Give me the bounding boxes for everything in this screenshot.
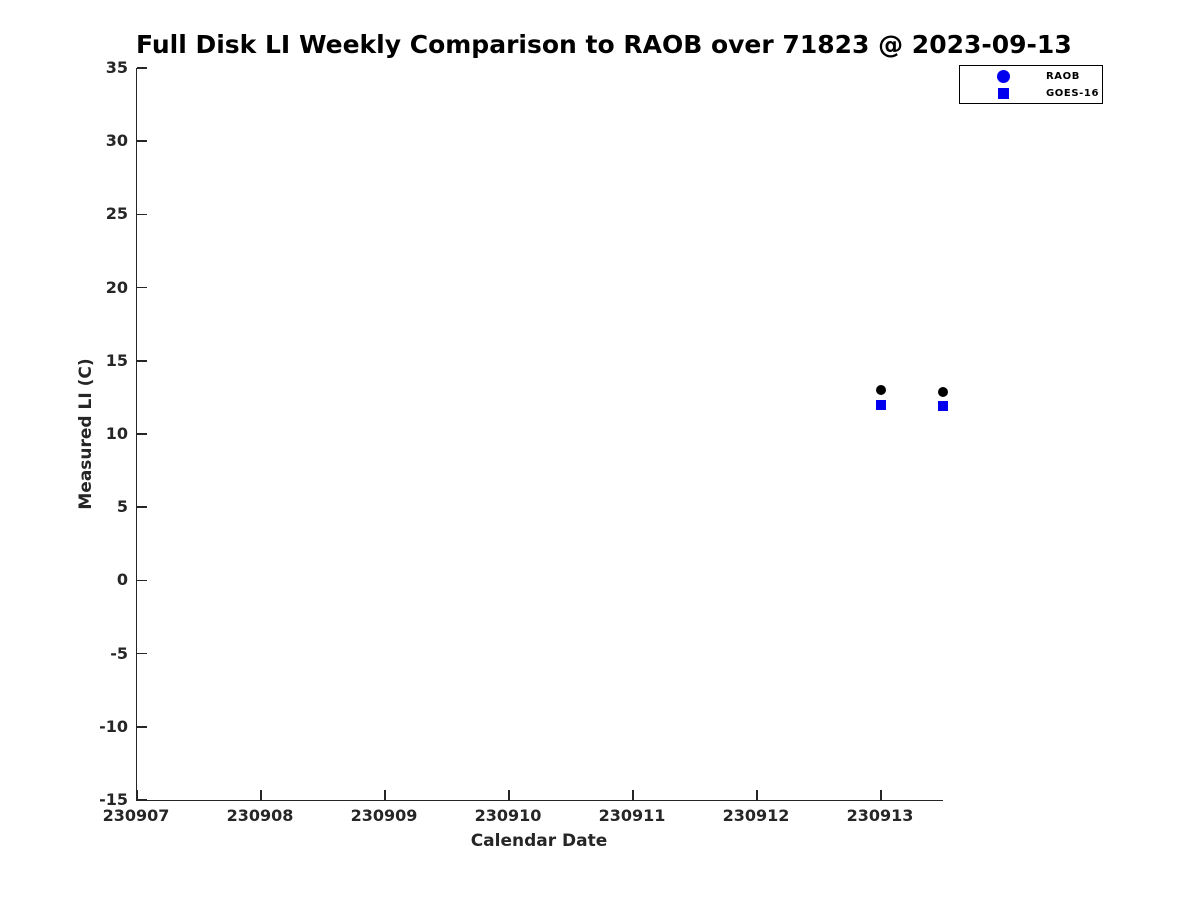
data-point-goes-16 (938, 401, 948, 412)
y-tick-label: 25 (105, 204, 128, 224)
y-tick-label: 30 (105, 131, 128, 151)
raob-circle-marker-icon (996, 69, 1010, 83)
x-axis-label: Calendar Date (470, 831, 608, 851)
legend: RAOB GOES-16 (959, 65, 1103, 104)
y-tick-label: -5 (110, 643, 128, 663)
x-tick-mark (136, 790, 138, 800)
y-tick-label: 0 (116, 570, 128, 590)
y-tick-label: 35 (105, 58, 128, 77)
y-tick-mark (137, 286, 147, 289)
x-tick-label: 230910 (474, 806, 542, 825)
x-tick-mark (632, 790, 634, 800)
y-tick-label: 5 (116, 497, 128, 517)
legend-label-raob: RAOB (1046, 70, 1080, 82)
chart-title: Full Disk LI Weekly Comparison to RAOB o… (136, 30, 1072, 59)
x-tick-label: 230909 (350, 806, 418, 825)
legend-label-goes16: GOES-16 (1046, 87, 1100, 99)
x-tick-label: 230908 (226, 806, 294, 825)
x-tick-mark (880, 790, 882, 800)
y-tick-mark (137, 652, 147, 655)
x-tick-label: 230913 (846, 806, 914, 825)
y-tick-mark (137, 433, 147, 435)
y-tick-label: -10 (99, 716, 128, 736)
y-tick-mark (137, 506, 147, 508)
x-tick-mark (508, 790, 510, 800)
legend-item-raob: RAOB (960, 68, 1102, 85)
x-tick-mark (756, 790, 758, 800)
y-tick-label: -15 (99, 790, 128, 809)
legend-item-goes16: GOES-16 (960, 85, 1102, 102)
legend-marker-cell (960, 69, 1046, 83)
y-tick-mark (137, 67, 147, 69)
x-tick-mark (384, 790, 386, 800)
y-tick-mark (137, 579, 147, 582)
x-tick-label: 230907 (102, 806, 170, 825)
x-tick-mark (260, 790, 262, 800)
plot-area (136, 67, 948, 801)
y-tick-label: 10 (105, 424, 128, 443)
x-tick-label: 230911 (598, 806, 666, 825)
y-tick-mark (137, 799, 147, 801)
data-point-raob (938, 386, 948, 397)
legend-marker-cell (960, 87, 1046, 99)
data-point-goes-16 (876, 399, 886, 410)
y-tick-mark (137, 213, 147, 216)
y-tick-mark (137, 360, 147, 362)
y-tick-label: 15 (105, 350, 128, 370)
y-tick-mark (137, 726, 147, 728)
y-tick-mark (137, 140, 147, 142)
data-point-raob (876, 385, 886, 396)
x-tick-label: 230912 (722, 806, 790, 825)
goes16-square-marker-icon (997, 87, 1009, 99)
y-tick-label: 20 (105, 277, 128, 297)
